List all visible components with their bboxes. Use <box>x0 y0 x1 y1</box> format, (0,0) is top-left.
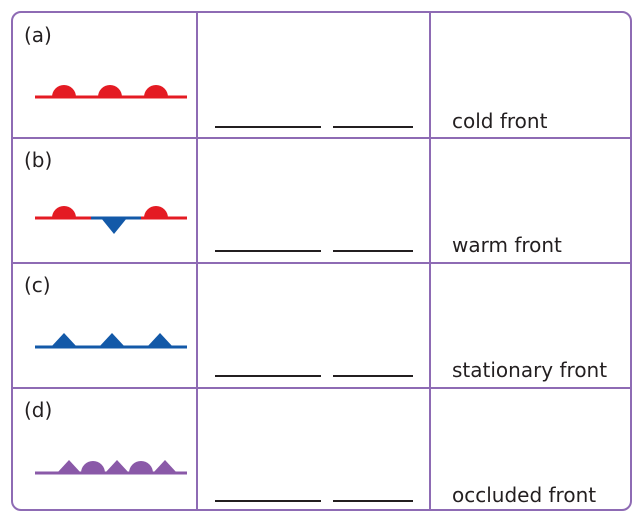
warm-front-symbol <box>35 206 187 234</box>
row-divider <box>13 387 630 389</box>
occluded-front-symbol <box>35 460 187 475</box>
stationary-front-symbol <box>35 333 187 349</box>
matching-table: (a) cold front (b) warm front (c) <box>11 11 632 511</box>
answer-blank[interactable] <box>215 250 321 252</box>
front-name-label: stationary front <box>452 358 608 382</box>
answer-blank[interactable] <box>333 500 413 502</box>
row-divider <box>13 262 630 264</box>
column-divider <box>196 13 198 509</box>
table-row: (c) stationary front <box>13 263 630 388</box>
front-name-label: occluded front <box>452 483 597 507</box>
table-row: (d) occluded front <box>13 388 630 509</box>
answer-blank[interactable] <box>333 250 413 252</box>
answer-blank[interactable] <box>215 126 321 128</box>
front-name-label: cold front <box>452 109 548 133</box>
answer-blank[interactable] <box>215 375 321 377</box>
row-divider <box>13 137 630 139</box>
table-row: (b) warm front <box>13 138 630 263</box>
table-row: (a) cold front <box>13 13 630 138</box>
cold-front-symbol <box>35 85 187 99</box>
front-name-label: warm front <box>452 233 562 257</box>
row-letter: (b) <box>24 148 53 172</box>
row-letter: (a) <box>24 23 52 47</box>
answer-blank[interactable] <box>333 375 413 377</box>
answer-blank[interactable] <box>215 500 321 502</box>
column-divider <box>429 13 431 509</box>
row-letter: (c) <box>24 273 51 297</box>
row-letter: (d) <box>24 398 53 422</box>
answer-blank[interactable] <box>333 126 413 128</box>
